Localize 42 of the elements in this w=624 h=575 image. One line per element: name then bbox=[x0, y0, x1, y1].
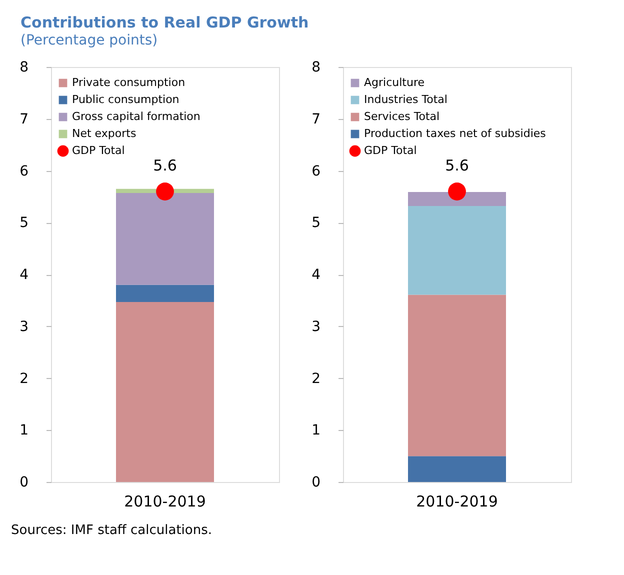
x-tick-label: 2010-2019 bbox=[124, 492, 206, 510]
legend-label: Gross capital formation bbox=[72, 110, 200, 123]
y-tick-label: 7 bbox=[312, 111, 320, 128]
bar bbox=[408, 456, 506, 482]
source-note: Sources: IMF staff calculations. bbox=[11, 523, 212, 538]
bar bbox=[116, 284, 214, 302]
y-tick-label: 1 bbox=[312, 422, 320, 439]
bar bbox=[116, 193, 214, 285]
y-tick-label: 8 bbox=[312, 60, 320, 76]
chart-title: Contributions to Real GDP Growth bbox=[20, 14, 309, 32]
y-tick-label: 4 bbox=[312, 267, 321, 283]
legend-label: Public consumption bbox=[72, 93, 180, 106]
legend-label: Private consumption bbox=[72, 76, 186, 89]
y-tick-label: 5 bbox=[20, 215, 28, 232]
data-label: 5.6 bbox=[445, 156, 469, 174]
y-tick-label: 3 bbox=[312, 318, 320, 335]
y-tick-label: 0 bbox=[312, 474, 320, 490]
y-tick-label: 4 bbox=[20, 267, 29, 283]
bar bbox=[408, 206, 506, 295]
y-tick-label: 6 bbox=[20, 163, 29, 180]
legend-label: GDP Total bbox=[364, 144, 417, 157]
y-tick-label: 6 bbox=[312, 163, 321, 180]
y-tick-label: 8 bbox=[20, 60, 28, 76]
legend-label: Agriculture bbox=[364, 76, 425, 89]
legend-label: Industries Total bbox=[364, 93, 448, 106]
legend-label: Net exports bbox=[72, 127, 136, 140]
y-tick-label: 7 bbox=[20, 111, 28, 128]
y-tick-label: 5 bbox=[312, 215, 320, 232]
bar bbox=[116, 302, 214, 482]
legend-label: GDP Total bbox=[72, 144, 125, 157]
bar bbox=[408, 294, 506, 456]
y-tick-label: 1 bbox=[20, 422, 28, 439]
y-tick-label: 2 bbox=[312, 370, 320, 387]
legend-label: Services Total bbox=[364, 110, 440, 123]
data-label: 5.6 bbox=[153, 156, 177, 174]
y-tick-label: 3 bbox=[20, 318, 28, 335]
y-tick-label: 2 bbox=[20, 370, 28, 387]
legend-label: Production taxes net of subsidies bbox=[364, 127, 546, 140]
bar bbox=[408, 192, 506, 206]
chart-subtitle: (Percentage points) bbox=[20, 32, 158, 48]
y-tick-label: 0 bbox=[20, 474, 28, 490]
x-tick-label: 2010-2019 bbox=[416, 492, 498, 510]
